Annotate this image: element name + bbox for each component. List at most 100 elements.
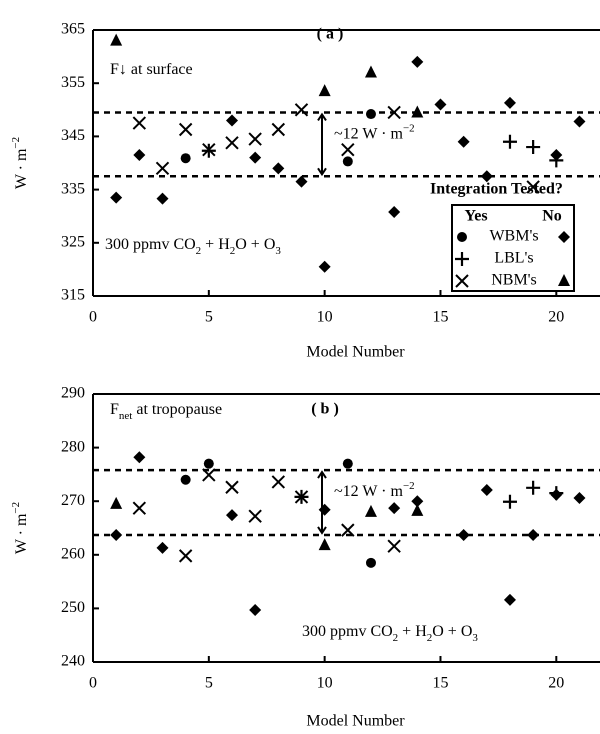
marker [132, 116, 147, 130]
marker [411, 503, 424, 516]
marker [318, 260, 331, 273]
marker [365, 109, 376, 120]
y-axis-label-super: −2 [10, 137, 22, 149]
marker [503, 593, 516, 606]
marker [249, 604, 262, 617]
marker [388, 502, 401, 515]
annotation-part: + H [398, 623, 427, 640]
series [110, 496, 424, 551]
marker [526, 180, 540, 194]
panel-title-sub: net [119, 410, 132, 422]
panel-label: ( a ) [317, 26, 344, 43]
marker [387, 539, 401, 553]
legend-title: Integration Tested? [430, 181, 563, 198]
marker [502, 494, 517, 509]
annotation: 300 ppmv CO2 + H2O + O3 [105, 236, 281, 257]
series [180, 458, 376, 568]
annotation-part: O + O [432, 623, 472, 640]
annotation-part: 300 ppmv CO [105, 236, 196, 253]
annotation-sub: 2 [393, 632, 399, 644]
marker [387, 105, 401, 120]
marker [502, 134, 517, 149]
marker [558, 274, 570, 286]
marker [457, 135, 470, 148]
marker [455, 274, 469, 288]
marker [225, 509, 238, 522]
panel-title-part: F [110, 401, 119, 418]
marker [455, 252, 469, 266]
x-tick-label: 15 [432, 675, 448, 692]
annotation-sub: 2 [230, 245, 236, 257]
legend-label: LBL's [494, 250, 533, 267]
marker [180, 474, 191, 485]
marker [434, 98, 447, 111]
marker [457, 232, 467, 242]
spread-label-part: ~12 W · m [334, 125, 404, 142]
marker [110, 528, 123, 541]
marker [203, 458, 214, 469]
spread-label: ~12 W · m−2 [334, 480, 415, 500]
x-tick-label: 10 [317, 309, 333, 326]
y-axis-label-part: W · m [13, 148, 30, 189]
marker [503, 96, 516, 109]
panel-title-part: F↓ at surface [110, 61, 193, 78]
legend-column: No [542, 208, 562, 225]
marker [480, 170, 493, 183]
legend-column: Yes [464, 208, 487, 225]
marker [411, 55, 424, 68]
marker [110, 496, 123, 509]
y-tick-label: 280 [61, 438, 85, 455]
legend-label: WBM's [489, 228, 538, 245]
x-tick-label: 0 [89, 309, 97, 326]
series [132, 103, 540, 194]
marker [341, 142, 355, 157]
spread-bracket [317, 470, 327, 535]
y-axis-label-super: −2 [10, 502, 22, 514]
y-tick-label: 335 [61, 180, 85, 197]
marker [272, 162, 285, 175]
marker [364, 65, 377, 78]
y-tick-label: 355 [61, 74, 85, 91]
y-tick-label: 290 [61, 385, 85, 402]
series [132, 468, 401, 563]
marker [411, 105, 424, 118]
marker [225, 114, 238, 127]
marker [364, 504, 377, 517]
marker [549, 486, 564, 501]
legend-box [451, 204, 575, 292]
marker [110, 33, 123, 46]
marker [573, 115, 586, 128]
marker [156, 192, 169, 205]
panel-title-part: at tropopause [132, 401, 222, 418]
marker [225, 480, 239, 494]
marker [526, 480, 541, 495]
y-tick-label: 250 [61, 599, 85, 616]
series [180, 109, 376, 167]
panel-title: F↓ at surface [110, 61, 193, 78]
marker [318, 84, 331, 97]
annotation-sub: 2 [427, 632, 433, 644]
marker [156, 541, 169, 554]
series [110, 55, 586, 273]
marker [248, 509, 262, 523]
marker [133, 149, 146, 162]
annotation-sub: 3 [275, 245, 281, 257]
marker [271, 475, 286, 489]
marker [318, 538, 331, 551]
y-tick-label: 325 [61, 233, 85, 250]
marker [202, 142, 216, 157]
marker [202, 468, 216, 482]
x-axis-label: Model Number [306, 713, 405, 730]
marker [526, 140, 541, 155]
x-tick-label: 5 [205, 675, 213, 692]
annotation-sub: 2 [196, 245, 202, 257]
panel-title: Fnet at tropopause [110, 401, 222, 422]
y-tick-label: 270 [61, 492, 85, 509]
annotation-part: 300 ppmv CO [302, 623, 393, 640]
spread-label-super: −2 [403, 480, 415, 492]
panel-label: ( b ) [311, 401, 339, 418]
y-tick-label: 345 [61, 127, 85, 144]
marker [341, 523, 355, 537]
marker [365, 557, 376, 568]
